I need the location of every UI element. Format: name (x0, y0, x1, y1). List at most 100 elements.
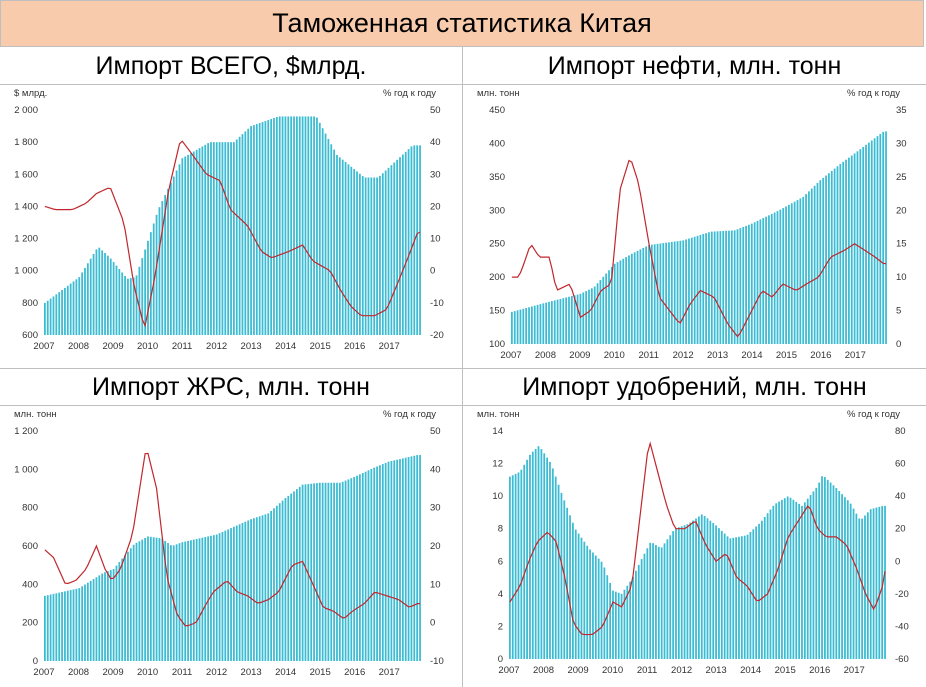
bar (187, 540, 189, 661)
bar (244, 521, 247, 661)
right-tick-label: 50 (430, 426, 441, 437)
left-tick-label: 600 (22, 541, 38, 552)
bar (66, 590, 69, 661)
bar (304, 484, 307, 661)
bar (218, 142, 221, 335)
bar (688, 238, 690, 344)
bar (850, 155, 853, 344)
bar (596, 283, 599, 344)
bar (318, 482, 321, 661)
right-tick-label: -10 (430, 298, 444, 309)
bar (845, 159, 847, 344)
bar (212, 535, 215, 661)
bar (522, 308, 525, 344)
bar (517, 472, 520, 659)
bar (149, 232, 152, 335)
bar (882, 131, 885, 344)
bar (198, 538, 201, 661)
bar (526, 459, 528, 659)
bar (762, 218, 765, 344)
bar (511, 311, 513, 344)
bar (313, 116, 315, 336)
bar (769, 509, 772, 659)
x-tick-label: 2014 (275, 341, 296, 352)
right-tick-label: 0 (430, 266, 435, 277)
bar (301, 116, 304, 336)
bar (135, 275, 138, 335)
bar (321, 128, 324, 335)
bar (149, 536, 152, 661)
left-tick-label: 6 (498, 556, 503, 567)
bar (221, 531, 224, 661)
bar (619, 260, 622, 344)
bar (330, 144, 333, 335)
bar (112, 262, 115, 335)
bar (107, 571, 109, 661)
bar (783, 498, 786, 659)
chart-fertilizer-imports: млн. тонн % год к году 0 2 4 6 8 10 12 14 -60 -40 -2… (477, 409, 909, 676)
bar (614, 591, 617, 659)
bar (630, 253, 633, 344)
bar (642, 247, 645, 344)
bar (58, 592, 61, 661)
bar (548, 301, 550, 344)
bar (530, 306, 533, 344)
bar (856, 151, 859, 344)
bar (49, 594, 52, 661)
bar (247, 520, 250, 661)
bar (716, 231, 719, 344)
bar (693, 236, 696, 344)
bar (736, 229, 739, 344)
bar (353, 169, 356, 335)
bar (404, 457, 407, 661)
bar (410, 146, 413, 335)
bar (795, 501, 798, 659)
bar (686, 524, 689, 659)
bar (381, 173, 384, 335)
bar (204, 144, 207, 335)
bar (46, 595, 49, 661)
bar (218, 533, 221, 661)
bar (822, 177, 825, 344)
right-tick-label: 60 (895, 459, 906, 470)
left-axis-unit: млн. тонн (14, 409, 57, 420)
bar (129, 278, 132, 335)
bar (359, 173, 361, 335)
bar (776, 211, 779, 344)
bar (853, 153, 856, 344)
bar (359, 474, 361, 661)
bar (238, 136, 241, 335)
bar (49, 298, 52, 335)
bar (577, 533, 580, 659)
bar (652, 543, 654, 659)
bar (559, 298, 562, 344)
bar (367, 470, 370, 661)
left-tick-label: 350 (489, 172, 505, 183)
bar (653, 244, 656, 344)
bar (637, 564, 640, 659)
bar (650, 244, 653, 344)
bar (648, 245, 650, 344)
bar (572, 522, 574, 659)
bar (293, 491, 295, 662)
bar (875, 507, 878, 659)
bar (818, 482, 821, 659)
bar (121, 272, 124, 335)
bar (789, 497, 792, 659)
bar (597, 558, 600, 659)
bar (562, 298, 565, 344)
bar (86, 582, 89, 661)
bar (798, 503, 801, 659)
bar (104, 572, 106, 661)
x-tick-label: 2010 (604, 350, 625, 361)
right-tick-label: 10 (430, 234, 441, 245)
x-tick-label: 2013 (241, 667, 262, 678)
bar (86, 263, 89, 335)
chart-title-fertilizer-imports: Импорт удобрений, млн. тонн (463, 369, 926, 405)
bar (635, 570, 637, 659)
bar (832, 485, 835, 659)
bar (161, 201, 164, 335)
right-axis-unit: % год к году (383, 409, 436, 420)
bar (104, 253, 106, 335)
bar (785, 206, 787, 344)
